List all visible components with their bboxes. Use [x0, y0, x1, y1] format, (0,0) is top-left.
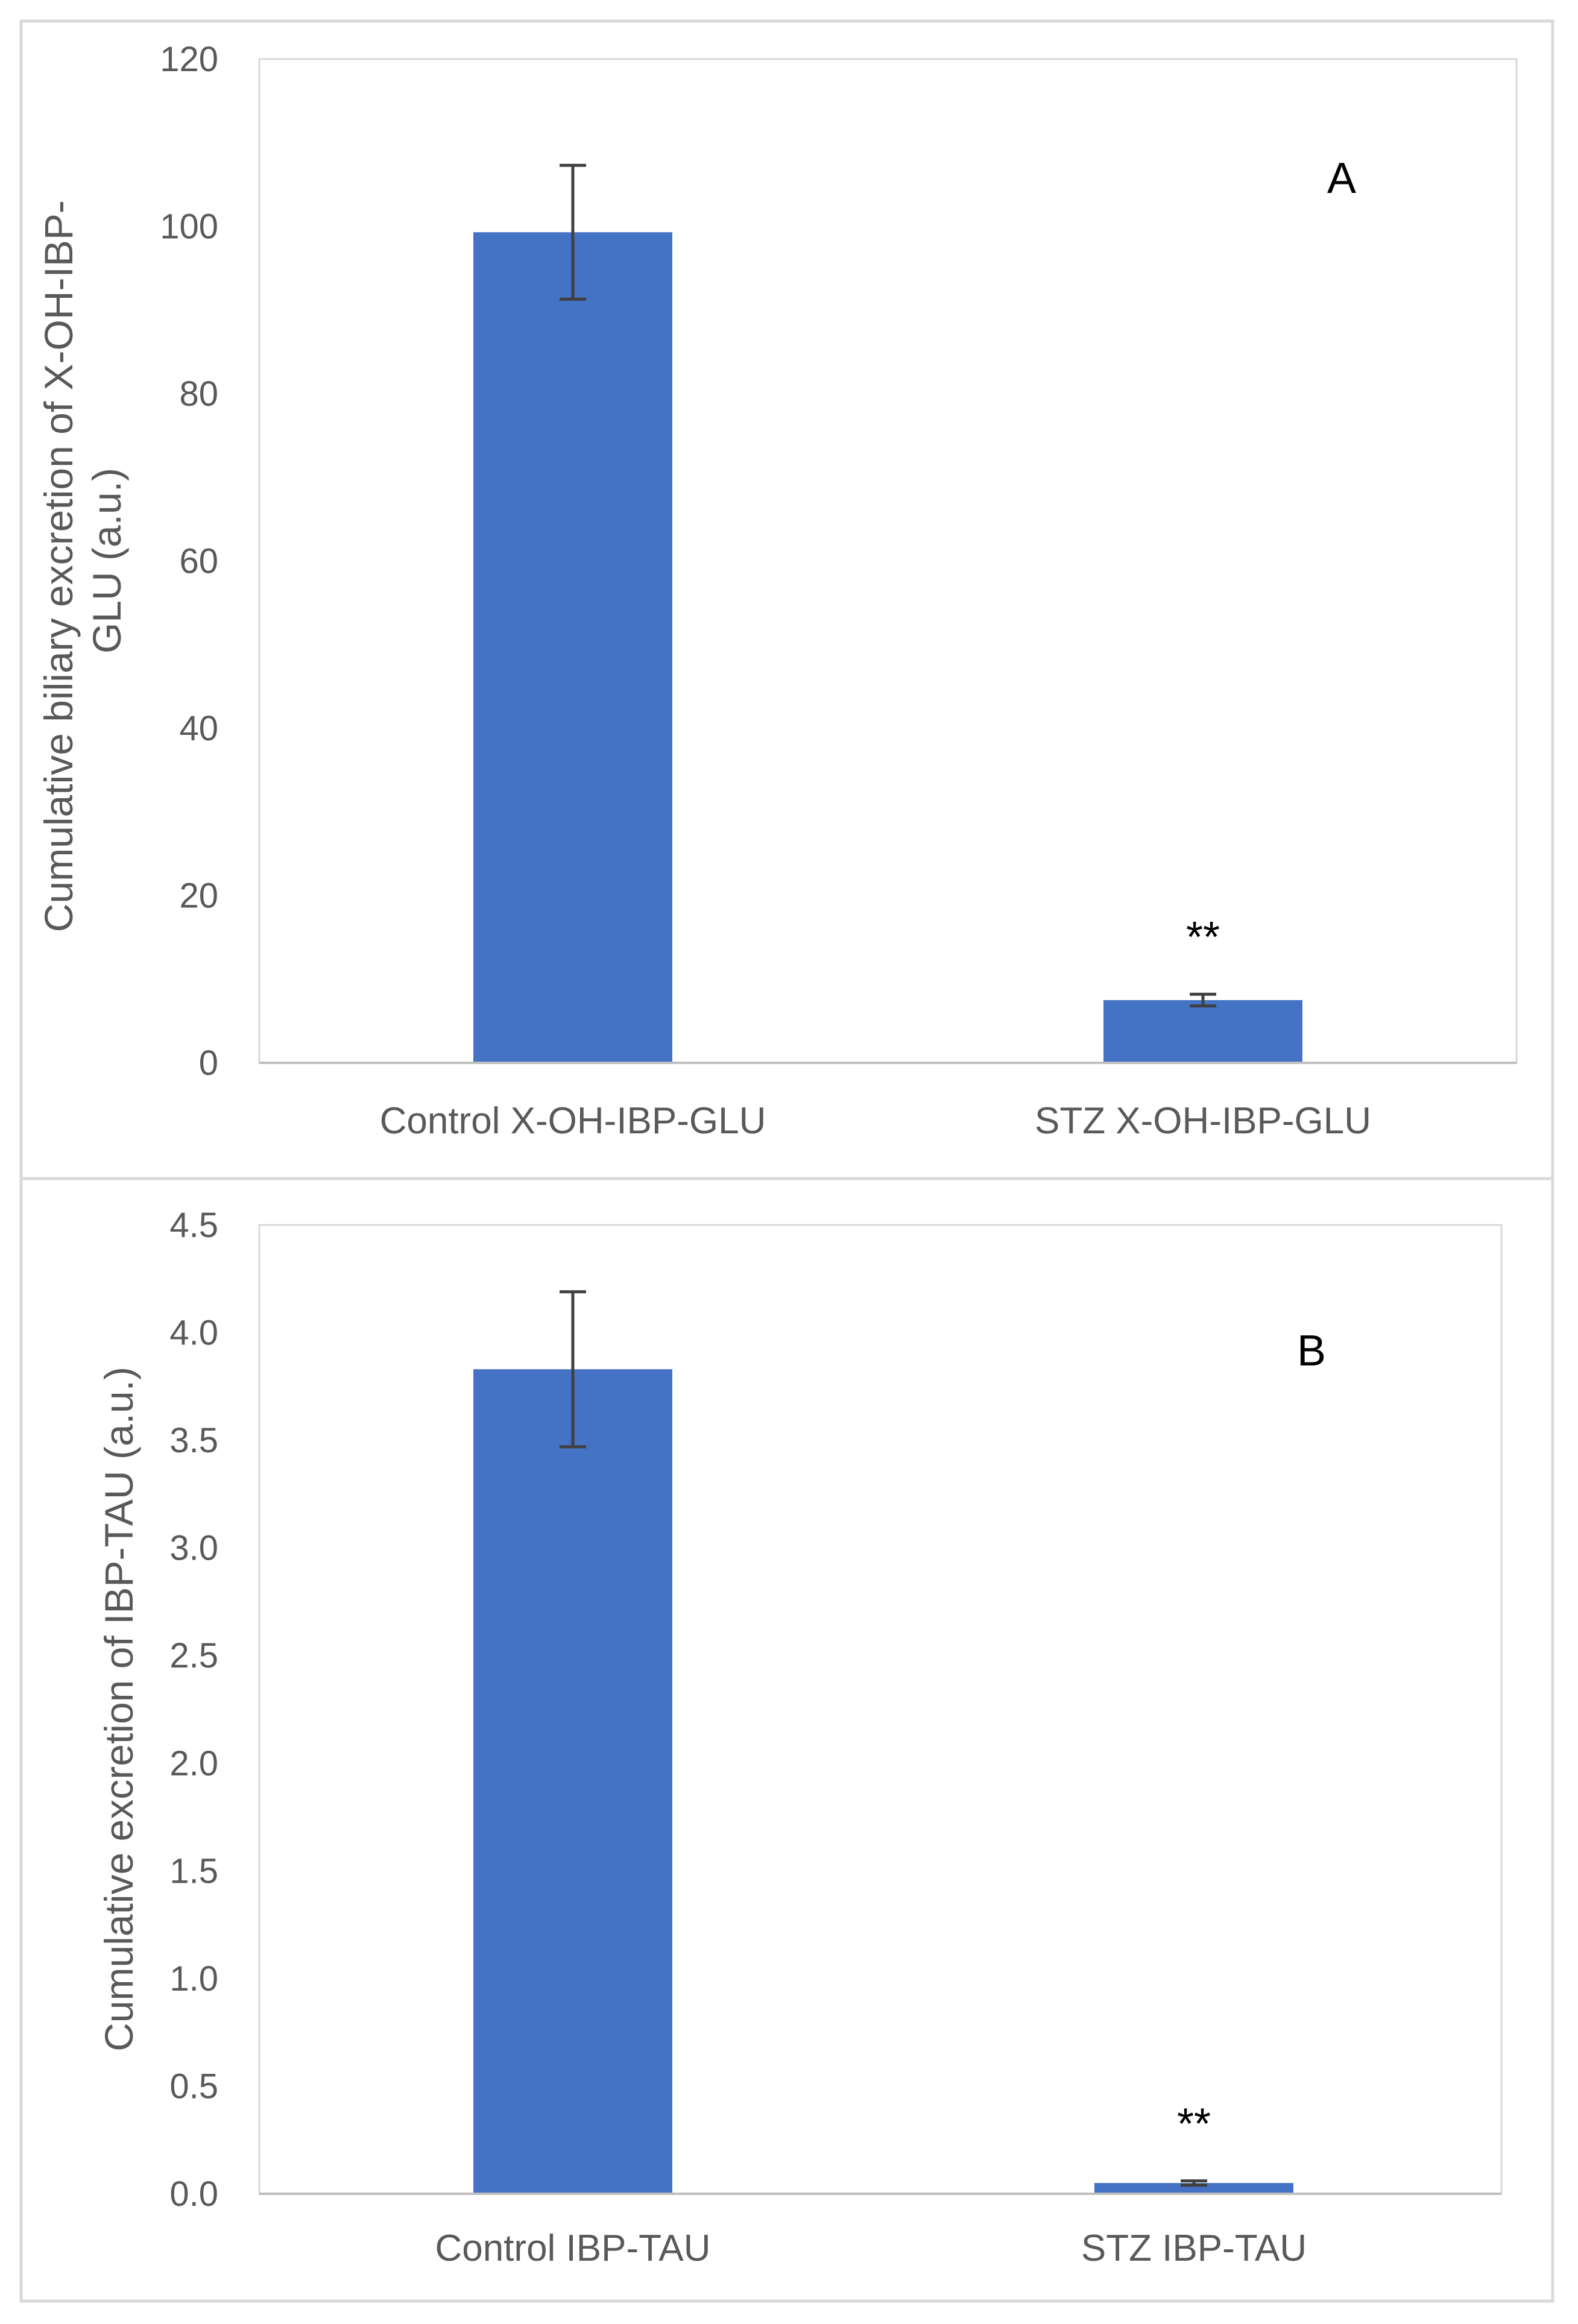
panel-a-significance-mark: **: [1186, 913, 1220, 962]
panel-a-bars: **: [473, 163, 1302, 1063]
panel-b-letter: B: [1297, 1327, 1326, 1375]
panel-b-bar-control: [473, 1369, 672, 2194]
panel-a-y-ticks: 0 20 40 60 80 100 120: [160, 40, 218, 1083]
panel-a-bar-stz: [1103, 1000, 1302, 1063]
panel-b-y-axis-label: Cumulative excretion of IBP-TAU (a.u.): [96, 1367, 141, 2052]
panel-b-y-tick-label: 2.0: [169, 1744, 218, 1783]
panel-b-y-tick-label: 1.0: [169, 1959, 218, 1998]
panel-a-y-tick-label: 120: [160, 40, 218, 79]
panel-b-y-tick-label: 2.5: [169, 1636, 218, 1675]
panel-a-y-tick-label: 60: [179, 542, 218, 581]
panel-a-y-axis-label-line-1: Cumulative biliary excretion of X-OH-IBP…: [36, 200, 81, 932]
panel-a-y-axis-label: Cumulative biliary excretion of X-OH-IBP…: [36, 189, 129, 932]
panel-b-y-tick-label: 3.5: [169, 1421, 218, 1460]
panel-a-y-axis-label-line-2: GLU (a.u.): [84, 468, 129, 653]
panel-b-y-tick-label: 0.5: [169, 2067, 218, 2106]
panel-b: Cumulative excretion of IBP-TAU (a.u.) B…: [19, 1177, 1554, 2303]
panel-a-y-tick-label: 80: [179, 374, 218, 414]
panel-b-y-tick-label: 4.5: [169, 1206, 218, 1245]
panel-b-categories: Control IBP-TAU STZ IBP-TAU: [435, 2228, 1307, 2269]
panel-b-y-ticks: 0.0 0.5 1.0 1.5 2.0 2.5 3.0 3.5 4.0 4.5: [169, 1206, 218, 2214]
panel-b-error-bar-control: [560, 1290, 586, 1449]
panel-b-category-label: STZ IBP-TAU: [1081, 2228, 1307, 2269]
panel-a-categories: Control X-OH-IBP-GLU STZ X-OH-IBP-GLU: [380, 1100, 1371, 1142]
panel-b-significance-mark: **: [1177, 2100, 1211, 2149]
panel-b-frame: [19, 1177, 1554, 2303]
panel-b-bars: **: [473, 1290, 1293, 2194]
panel-b-y-tick-label: 1.5: [169, 1851, 218, 1891]
panel-a-y-tick-label: 40: [179, 709, 218, 748]
panel-a-y-tick-label: 100: [160, 207, 218, 247]
panel-a-category-label: Control X-OH-IBP-GLU: [380, 1100, 766, 1142]
panel-a: Cumulative biliary excretion of X-OH-IBP…: [19, 19, 1554, 1180]
panel-b-y-axis-label-line-1: Cumulative excretion of IBP-TAU (a.u.): [96, 1367, 141, 2052]
panel-a-frame: [19, 19, 1554, 1180]
panel-b-category-label: Control IBP-TAU: [435, 2228, 710, 2269]
panel-a-category-label: STZ X-OH-IBP-GLU: [1035, 1100, 1371, 1142]
panel-b-y-tick-label: 4.0: [169, 1314, 218, 1353]
panel-a-letter: A: [1327, 154, 1356, 203]
panel-a-error-bar-stz: [1190, 992, 1216, 1008]
panel-b-y-tick-label: 0.0: [169, 2174, 218, 2214]
panel-a-y-tick-label: 0: [199, 1044, 218, 1083]
panel-b-y-tick-label: 3.0: [169, 1529, 218, 1568]
panel-a-y-tick-label: 20: [179, 877, 218, 916]
panel-b-error-bar-stz: [1181, 2179, 1207, 2187]
panel-b-bar-stz: [1094, 2183, 1293, 2194]
panel-a-bar-control: [473, 232, 672, 1063]
panel-a-error-bar-control: [560, 163, 586, 301]
